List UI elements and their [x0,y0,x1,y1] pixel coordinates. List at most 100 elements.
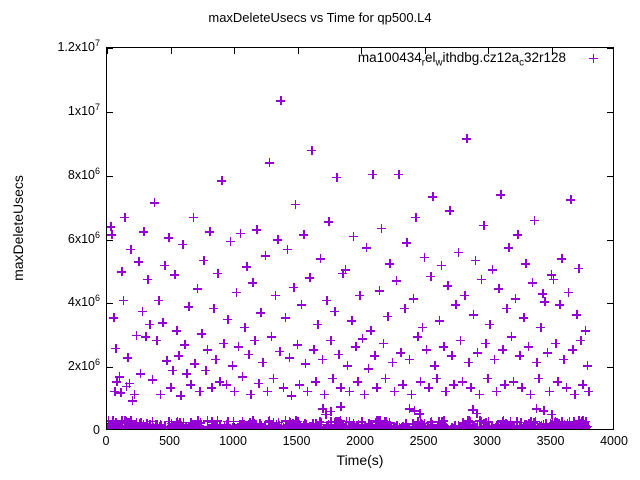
data-point [474,389,484,399]
data-point [149,425,158,429]
data-point [393,426,402,429]
y-tick-label: 1x107 [67,101,100,118]
data-point [284,353,294,363]
data-point [405,426,414,429]
data-point [241,426,250,429]
data-point [238,423,248,429]
data-point [203,424,213,429]
data-point [115,426,124,429]
data-point [361,242,371,252]
data-point [114,425,123,429]
data-point [502,426,511,429]
data-point [320,426,329,429]
data-point [447,422,457,429]
data-point [518,426,527,429]
data-point [570,426,579,429]
data-point [530,416,540,426]
data-point [492,421,502,429]
data-point [148,422,158,429]
data-point [462,134,472,144]
y-tick-mark [107,303,113,305]
data-point [574,416,584,426]
data-point [498,417,508,427]
data-point [116,388,126,398]
data-point [324,424,334,429]
x-tick-label: 0 [102,434,110,448]
data-point [124,426,133,429]
data-point [564,426,573,429]
data-point [271,420,281,429]
data-point [309,424,319,429]
data-point [370,351,380,361]
data-point [437,426,446,429]
data-point [137,425,146,429]
data-point [195,417,205,427]
data-point [387,426,396,429]
data-point [305,273,315,283]
data-point [154,426,163,429]
data-point [581,416,591,426]
data-point [127,422,137,429]
data-point [309,424,319,429]
data-point [142,418,152,428]
chart-title: maxDeleteUsecs vs Time for qp500.L4 [208,10,432,25]
data-point [575,419,585,429]
data-point [580,325,590,335]
data-point [235,419,245,429]
data-point [506,422,516,429]
data-point [430,426,439,429]
data-point [495,190,505,200]
data-point [512,426,521,429]
data-point [120,212,130,222]
data-point [563,287,573,297]
data-point [455,424,465,429]
data-point [436,260,446,270]
data-point [567,420,577,429]
data-point [259,426,268,429]
data-point [489,426,498,429]
data-point [468,425,477,429]
data-point [237,425,246,429]
x-axis-label: Time(s) [336,452,384,468]
data-point [168,426,177,429]
data-point [154,421,164,429]
data-point [432,420,442,429]
data-point [448,425,457,429]
data-point [439,416,449,426]
data-point [529,215,539,225]
data-point [451,426,460,429]
data-point [373,424,383,429]
data-point [212,416,222,426]
data-point [152,421,162,429]
data-point [540,424,550,429]
data-point [510,425,519,429]
data-point [472,425,481,429]
data-point [410,422,420,429]
x-tick-mark [551,48,553,54]
data-point [576,423,586,429]
data-point [338,425,347,429]
data-point [333,423,343,429]
data-point [487,265,497,275]
data-point [263,426,272,429]
data-point [491,425,500,429]
data-point [281,425,290,429]
data-point [352,423,362,429]
data-point [187,422,197,429]
data-point [378,426,387,429]
y-tick-mark [607,175,613,177]
data-point [439,341,449,351]
data-point [304,423,314,429]
data-point [351,421,361,429]
data-point [285,418,295,428]
data-point [202,345,212,355]
data-point [358,423,368,429]
data-point [547,409,556,419]
data-point [392,420,402,429]
data-point [499,426,508,429]
data-point [177,424,187,429]
data-point [443,424,453,429]
data-point [138,425,147,429]
data-point [206,425,215,429]
data-point [335,416,345,426]
